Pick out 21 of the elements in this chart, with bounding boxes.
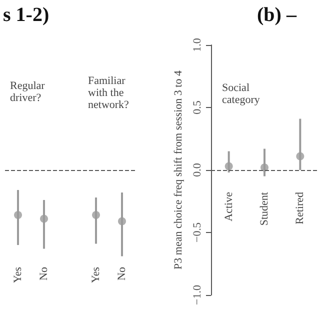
y-tick-label: −0.5	[192, 222, 204, 242]
x-tick-label: Active	[222, 192, 235, 222]
y-tick-label: 1.0	[192, 38, 204, 52]
annotation: Familiar with the network?	[88, 75, 130, 111]
y-tick-label: −1.0	[192, 284, 204, 305]
point	[224, 162, 233, 170]
y-tick-label: 0.0	[192, 162, 204, 177]
x-tick-label: No	[116, 266, 128, 280]
x-tick-label: Retired	[294, 192, 306, 224]
y-tick-label: 0.5	[192, 100, 204, 114]
chart-title: (b) –	[257, 4, 298, 26]
chart-title: s 1-2)	[3, 4, 50, 26]
x-tick-label: Student	[258, 192, 270, 226]
annotation: Social category	[222, 82, 260, 106]
x-tick-label: No	[38, 266, 50, 280]
point	[296, 152, 304, 160]
x-tick-label: Yes	[90, 267, 102, 284]
point	[260, 164, 268, 172]
x-tick-label: Yes	[12, 267, 24, 284]
y-axis-title: P3 mean choice freq shift from session 3 to 4	[172, 70, 185, 270]
annotation: Regular driver?	[10, 80, 48, 104]
